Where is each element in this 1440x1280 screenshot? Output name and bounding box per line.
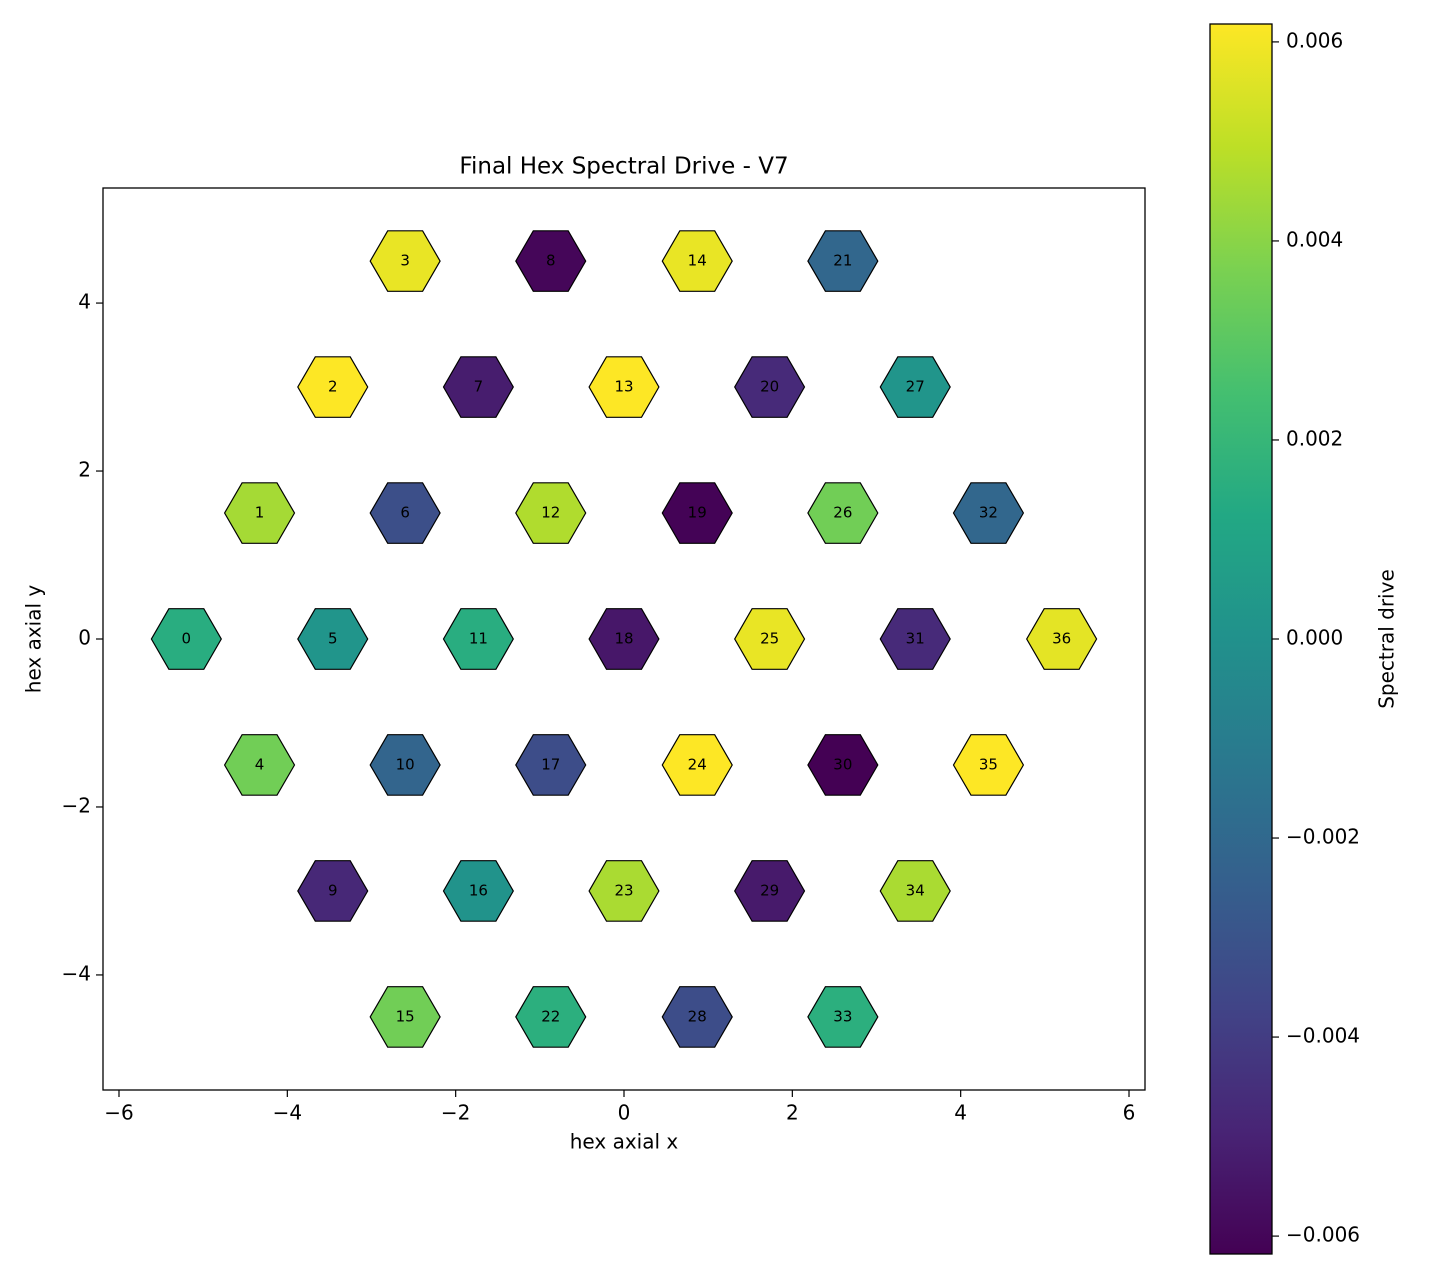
hex-label: 33 [833,1007,852,1025]
y-tick-label: −2 [62,793,91,817]
y-tick-label: 0 [78,626,91,650]
hex-label: 28 [688,1007,707,1025]
hex-label: 0 [182,630,192,648]
hex-cell [734,860,806,922]
hex-cell [661,734,733,796]
hex-label: 29 [760,881,779,899]
hex-cell [807,734,879,796]
x-tick-label: 4 [954,1101,967,1125]
hex-cell [807,230,879,292]
colorbar-tick-label: −0.002 [1286,825,1360,849]
hex-label: 21 [833,252,852,270]
hex-label: 7 [474,378,484,396]
colorbar-tick-label: −0.006 [1286,1223,1360,1247]
hex-label: 26 [833,504,852,522]
hex-label: 34 [906,881,925,899]
hex-cell [734,356,806,418]
hex-label: 4 [255,755,265,773]
hex-label: 11 [469,630,488,648]
hex-cell [150,608,222,670]
x-tick-label: 6 [1123,1101,1136,1125]
x-tick-label: 0 [618,1101,631,1125]
hex-label: 31 [906,630,925,648]
hex-cell [442,356,514,418]
hex-cell [515,734,587,796]
hex-cell [734,608,806,670]
y-axis-label: hex axial y [22,585,46,694]
hex-cell [1026,608,1098,670]
y-tick-label: 4 [78,290,91,314]
colorbar-label: Spectral drive [1375,569,1399,709]
hex-label: 2 [328,378,338,396]
hex-label: 8 [546,252,556,270]
hex-label: 30 [833,755,852,773]
hex-cell [369,734,441,796]
hex-cell [297,356,369,418]
hex-label: 22 [541,1007,560,1025]
x-tick-label: 2 [786,1101,799,1125]
hex-cell [952,734,1025,796]
x-axis-label: hex axial x [570,1130,679,1154]
chart-title: Final Hex Spectral Drive - V7 [459,154,788,180]
hex-label: 35 [979,755,998,773]
hex-label: 18 [614,630,633,648]
hex-label: 3 [400,252,410,270]
hex-cell [369,986,441,1048]
colorbar-tick-label: −0.004 [1286,1024,1360,1048]
hex-cell [588,356,660,418]
hex-label: 23 [614,881,633,899]
hex-cell [807,482,879,544]
hex-cell [442,608,514,670]
hex-label: 15 [396,1007,415,1025]
hex-cell [661,230,733,292]
hex-cell [297,608,369,670]
hex-label: 20 [760,378,779,396]
hex-cell [952,482,1025,544]
hex-label: 19 [688,504,707,522]
colorbar-tick-label: 0.000 [1286,626,1343,650]
hex-label: 27 [906,378,925,396]
hex-label: 1 [255,504,265,522]
x-tick-label: −2 [441,1101,470,1125]
hex-label: 25 [760,630,779,648]
hex-cell [442,860,514,922]
hex-cell [588,608,660,670]
hex-cell [879,860,951,922]
hex-label: 17 [541,755,560,773]
colorbar-tick-label: 0.006 [1286,28,1343,52]
y-tick-label: −4 [62,961,91,985]
hex-label: 12 [541,504,560,522]
hex-cell [515,986,587,1048]
y-tick-label: 2 [78,458,91,482]
colorbar [1209,23,1273,1255]
hex-label: 16 [469,881,488,899]
hex-cell [297,860,369,922]
hex-cell [223,482,296,544]
hex-label: 10 [396,755,415,773]
hex-label: 32 [979,504,998,522]
hex-cell [515,482,587,544]
hex-label: 14 [688,252,707,270]
hex-cell [879,356,951,418]
hex-label: 36 [1052,630,1071,648]
hex-cell [661,482,733,544]
hex-label: 6 [400,504,410,522]
x-tick-label: −4 [273,1101,302,1125]
hex-label: 5 [328,630,338,648]
hex-label: 24 [688,755,707,773]
hex-cell [369,230,441,292]
hex-label: 13 [614,378,633,396]
x-tick-label: −6 [104,1101,133,1125]
hex-cell [879,608,951,670]
hex-cell [661,986,733,1048]
colorbar-tick-label: 0.002 [1286,426,1343,450]
hex-cell [588,860,660,922]
colorbar-tick-label: 0.004 [1286,227,1343,251]
hex-cell [807,986,879,1048]
hex-label: 9 [328,881,338,899]
hex-cell [515,230,587,292]
hex-cell [369,482,441,544]
hex-cell [223,734,296,796]
